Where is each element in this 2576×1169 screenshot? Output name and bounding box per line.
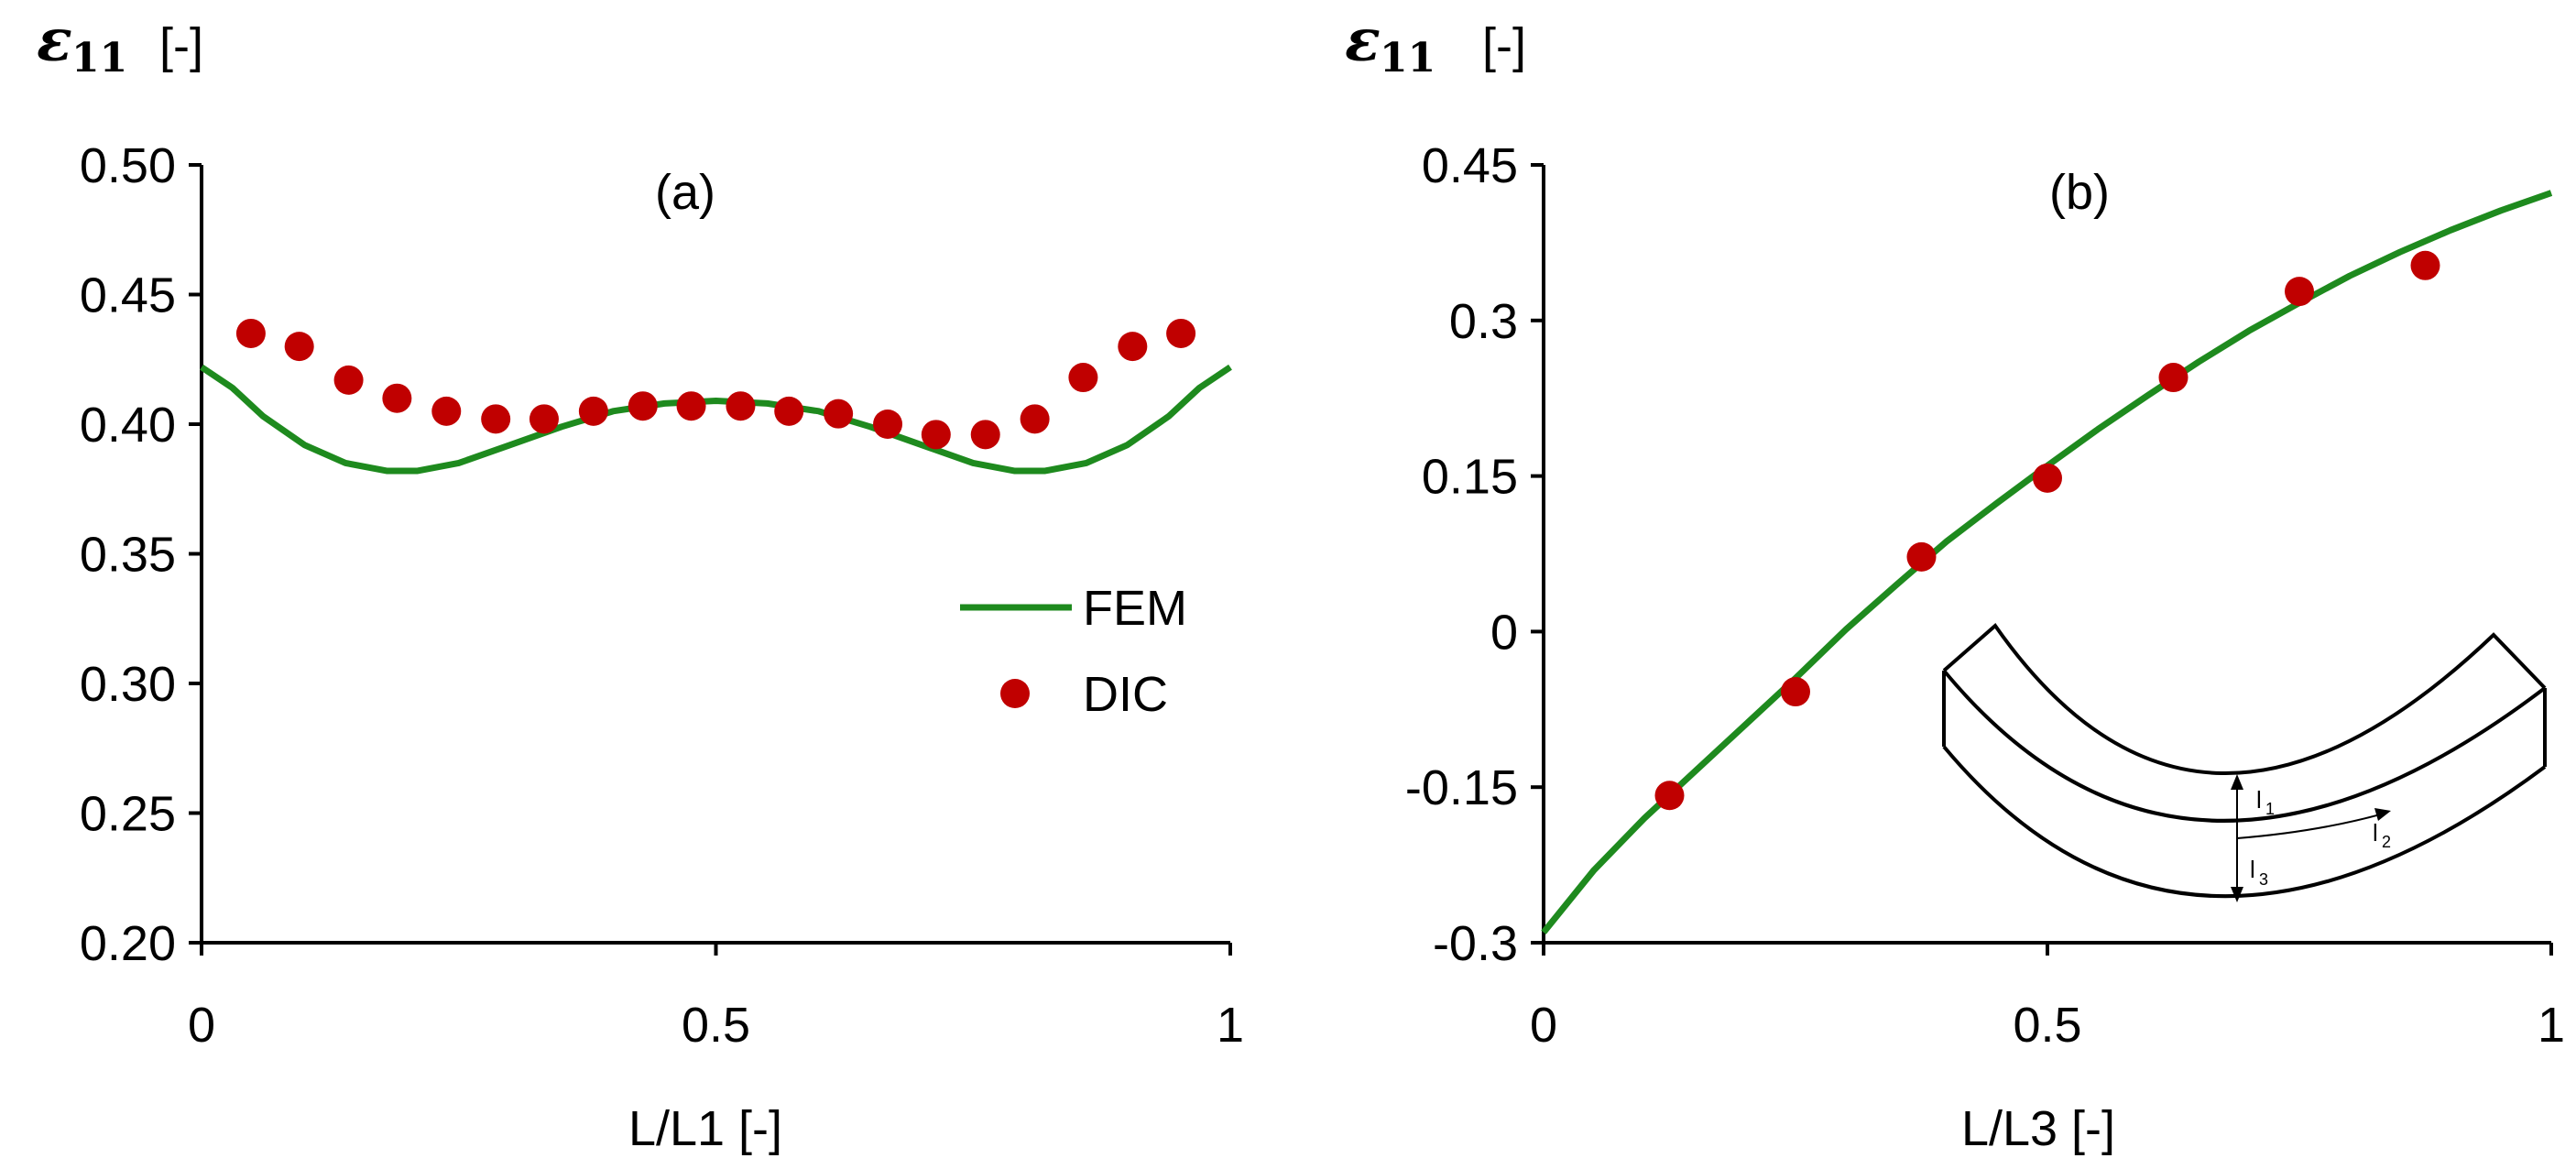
- chart-b-dic-point: [2158, 363, 2189, 393]
- chart-b-dic-point: [2410, 250, 2440, 280]
- legend-fem-label: FEM: [1083, 581, 1187, 636]
- chart-a-dic-point: [382, 383, 412, 413]
- chart-b-xtick-label: 0: [1530, 998, 1557, 1053]
- chart-b-ytick-label: 0.15: [1422, 450, 1518, 505]
- chart-b-ytick-label: -0.3: [1433, 916, 1518, 971]
- chart-b-ytick-label: 0.45: [1422, 138, 1518, 193]
- chart-a-panel-label: (a): [655, 165, 715, 220]
- chart-a-dic-point: [774, 396, 804, 426]
- chart-b-dic-point: [2285, 277, 2314, 307]
- inset-l2-subscript: 2: [2382, 833, 2391, 851]
- chart-a-fem-line: [200, 364, 1232, 475]
- chart-a-dic-point: [235, 318, 266, 348]
- chart-b-ytick-label: -0.15: [1405, 760, 1518, 815]
- chart-a-dic-point: [481, 404, 511, 434]
- arrow-l2-stem: [2236, 813, 2385, 839]
- chart-a-ytick-label: 0.30: [80, 657, 176, 712]
- beam-inner-edge: [1942, 669, 2547, 823]
- chart-a-dic-point: [1166, 318, 1196, 348]
- chart-a-ytick-label: 0.25: [80, 787, 176, 842]
- chart-a-dic-point: [873, 410, 903, 439]
- chart-a-ytick-label: 0.45: [80, 268, 176, 323]
- inset-l2-label: l: [2373, 819, 2378, 847]
- chart-a-xtick-label: 0: [188, 998, 215, 1053]
- chart-b-panel-label: (b): [2049, 165, 2110, 220]
- chart-a-dic-point: [578, 396, 608, 426]
- inset-l3-subscript: 3: [2259, 870, 2268, 889]
- chart-a-dic-point: [824, 399, 854, 429]
- beam-bottom-edge: [1942, 745, 2547, 899]
- chart-a-dic-point: [333, 365, 364, 395]
- arrow-l2-head: [2374, 808, 2391, 821]
- inset-l3-label: l: [2250, 856, 2255, 883]
- chart-b-fem-line: [1541, 190, 2553, 934]
- chart-a: ε 11 [-] (a) 0.20 0.25 0.30 0.35 0.40 0.45 0.5…: [37, 6, 1244, 1156]
- chart-a-dic-point: [431, 396, 462, 426]
- chart-b-xtick-label: 0.5: [2013, 998, 2081, 1053]
- chart-a-dic-point: [676, 391, 706, 421]
- beam-top-face-edge: [1942, 623, 2547, 775]
- chart-a-xtick-label: 0.5: [682, 998, 750, 1053]
- chart-a-ylabel-subscript: 11: [71, 35, 127, 82]
- chart-b-dic-point: [1781, 677, 1810, 707]
- arrow-l3-head: [2231, 887, 2243, 902]
- chart-a-dic-point: [921, 420, 951, 450]
- chart-a-xtick-label: 1: [1217, 998, 1244, 1053]
- chart-a-dic-point: [284, 332, 314, 362]
- chart-a-ytick-label: 0.50: [80, 138, 176, 193]
- chart-b-dic-point: [2033, 463, 2062, 493]
- chart-b-xlabel: L/L3 [-]: [1961, 1101, 2115, 1156]
- chart-b-dic-point: [1906, 541, 1937, 572]
- chart-a-dic-point: [1068, 363, 1098, 393]
- chart-a-dic-point: [529, 404, 559, 434]
- chart-a-ytick-label: 0.40: [80, 398, 176, 453]
- chart-b-ytick-label: 0.3: [1449, 294, 1518, 349]
- chart-a-ytick-label: 0.35: [80, 528, 176, 583]
- chart-a-dic-point: [1020, 404, 1050, 434]
- chart-a-dic-point: [726, 391, 756, 421]
- chart-a-dic-point: [970, 420, 1000, 450]
- legend-dic-label: DIC: [1083, 667, 1168, 722]
- chart-a-dic-point: [628, 391, 658, 421]
- beam-inset-diagram: [1942, 623, 2547, 899]
- chart-a-ylabel-unit: [-]: [159, 18, 203, 73]
- chart-a-dic-point: [1118, 332, 1148, 362]
- inset-l1-label: l: [2256, 786, 2262, 814]
- legend-dic-swatch: [1000, 679, 1030, 708]
- chart-b-ylabel-symbol: ε: [1345, 6, 1381, 75]
- chart-a-legend: FEM DIC: [960, 581, 1187, 722]
- chart-b-xtick-label: 1: [2538, 998, 2565, 1053]
- chart-a-xlabel: L/L1 [-]: [628, 1101, 782, 1156]
- chart-a-ytick-label: 0.20: [80, 916, 176, 971]
- chart-b-dic-point: [1654, 781, 1685, 811]
- chart-b-ylabel-subscript: 11: [1380, 35, 1435, 82]
- chart-b-ylabel-unit: [-]: [1482, 18, 1526, 73]
- beam-inset-arrowheads: [2231, 774, 2391, 902]
- arrow-l1-head: [2231, 774, 2243, 790]
- chart-b-ytick-label: 0: [1490, 605, 1518, 660]
- inset-l1-subscript: 1: [2265, 800, 2275, 818]
- chart-a-ylabel-symbol: ε: [37, 6, 72, 75]
